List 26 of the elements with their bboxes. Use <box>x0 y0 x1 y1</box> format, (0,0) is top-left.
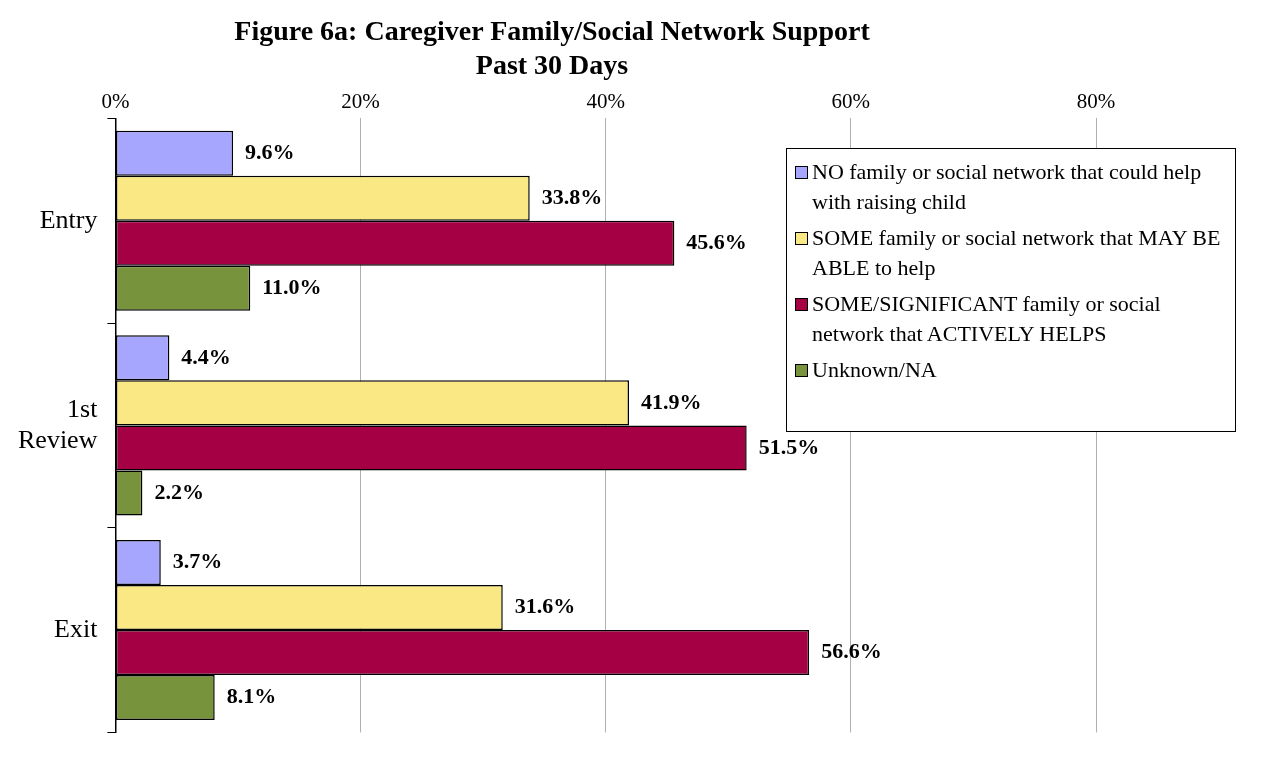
x-tick-label: 0% <box>101 89 130 114</box>
y-tick-label: Exit <box>54 613 99 643</box>
data-label: 45.6% <box>686 228 747 254</box>
data-label: 2.2% <box>154 478 204 504</box>
data-label: 33.8% <box>541 183 603 209</box>
data-label: 31.6% <box>514 593 576 619</box>
data-label: 3.7% <box>172 548 223 574</box>
chart-subtitle: Past 30 Days <box>475 48 629 80</box>
legend-label: SOME/SIGNIFICANT family or social network that ACTIVELY HELPS <box>812 290 1162 348</box>
data-label: 41.9% <box>641 388 702 414</box>
data-label: 8.1% <box>226 683 277 709</box>
data-label: 11.0% <box>262 273 322 299</box>
chart-title: Figure 6a: Caregiver Family/Social Network Support <box>234 15 871 47</box>
x-tick-label: 60% <box>831 89 871 114</box>
data-label: 4.4% <box>181 343 231 369</box>
data-label: 9.6% <box>245 138 295 164</box>
legend-label: Unknown/NA <box>812 356 937 384</box>
legend-label: NO family or social network that could help with raising child <box>812 158 1203 216</box>
data-label: 56.6% <box>821 638 882 664</box>
legend-label: SOME family or social network that MAY BE ABLE to help <box>812 224 1222 282</box>
x-tick-label: 40% <box>586 89 625 114</box>
y-tick-label: 1st Review <box>18 393 99 454</box>
y-tick-label: Entry <box>39 204 98 234</box>
x-tick-label: 20% <box>341 89 380 114</box>
data-label: 51.5% <box>758 433 820 459</box>
x-tick-label: 80% <box>1076 89 1116 114</box>
